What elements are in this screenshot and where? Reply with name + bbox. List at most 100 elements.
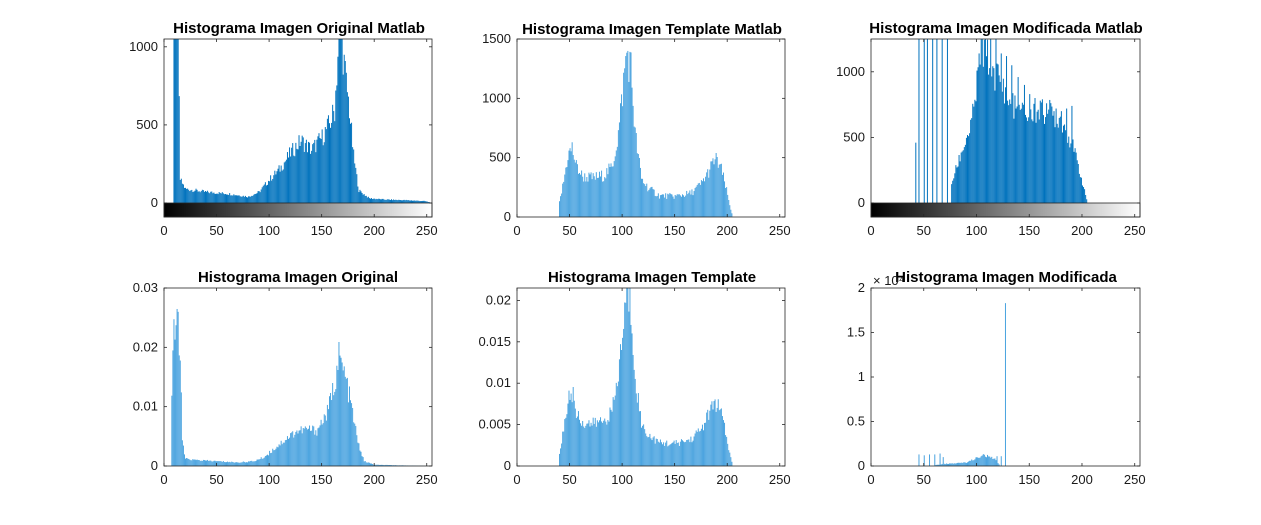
bar — [195, 460, 197, 466]
bar — [563, 431, 565, 466]
bar — [566, 166, 568, 217]
bar — [583, 181, 585, 217]
bar — [690, 436, 692, 466]
bar — [1025, 114, 1027, 203]
bar — [573, 400, 575, 466]
bar — [358, 443, 360, 466]
bar — [1062, 125, 1064, 203]
bar — [574, 408, 576, 466]
bar — [639, 411, 641, 466]
bar — [233, 194, 235, 203]
bar — [562, 431, 564, 466]
bar — [231, 195, 233, 203]
bar — [316, 435, 318, 466]
bar — [241, 462, 243, 466]
bar — [318, 427, 320, 466]
bar — [317, 428, 319, 466]
bar — [719, 164, 721, 217]
bar — [717, 399, 719, 466]
bar — [566, 414, 568, 466]
bar — [386, 464, 388, 466]
bar — [324, 415, 326, 466]
bar — [360, 451, 362, 466]
bar — [254, 193, 256, 203]
bar — [946, 463, 948, 466]
bar — [233, 462, 235, 466]
y-tick-label: 2 — [858, 280, 865, 295]
bar — [580, 423, 582, 466]
bar — [374, 198, 376, 203]
bar — [361, 192, 363, 203]
bar — [621, 94, 623, 217]
y-tick-label: 0.02 — [486, 292, 511, 307]
bar — [588, 420, 590, 466]
bar — [380, 199, 382, 203]
bar — [336, 85, 338, 203]
bar — [601, 421, 603, 466]
chart-title: Histograma Imagen Original Matlab — [173, 20, 425, 37]
bar — [940, 464, 942, 466]
bar — [227, 194, 229, 203]
bar — [209, 460, 211, 466]
bar — [707, 409, 709, 466]
bar — [416, 200, 418, 203]
bar — [384, 199, 386, 203]
x-tick-label: 0 — [513, 223, 520, 238]
bar — [691, 189, 693, 217]
bar — [684, 196, 686, 217]
bar — [381, 198, 383, 203]
bar — [216, 461, 218, 466]
bar — [638, 157, 640, 217]
bar — [1027, 121, 1029, 203]
bar — [648, 189, 650, 217]
y-exponent-label: × 10⁴ — [873, 273, 904, 288]
bar — [567, 403, 569, 466]
bar — [647, 191, 649, 217]
bar — [274, 450, 276, 466]
bar — [331, 400, 333, 466]
bar — [256, 193, 258, 203]
bar — [392, 200, 394, 203]
bar — [637, 154, 639, 217]
bar — [613, 161, 615, 217]
bar — [203, 191, 205, 203]
bar — [215, 193, 217, 203]
bar — [316, 139, 318, 203]
bar — [422, 200, 424, 203]
bar — [294, 156, 296, 203]
bar — [639, 167, 641, 217]
bar — [666, 198, 668, 217]
bar — [212, 461, 214, 466]
bar — [977, 457, 979, 466]
bar — [208, 192, 210, 203]
bar — [989, 456, 991, 466]
bar — [686, 440, 688, 466]
bar — [334, 391, 336, 466]
bar — [323, 414, 325, 466]
bar — [969, 460, 971, 466]
bar — [174, 339, 176, 466]
bar — [171, 395, 173, 466]
bar — [671, 194, 673, 217]
bar — [371, 463, 373, 466]
bar — [623, 72, 625, 218]
bar — [176, 308, 178, 466]
bar — [993, 458, 995, 466]
bar — [304, 426, 306, 466]
bar — [581, 170, 583, 217]
bar — [288, 438, 290, 466]
chart-title: Histograma Imagen Original — [198, 269, 398, 286]
bar — [990, 457, 992, 466]
bar — [987, 454, 989, 466]
bar — [615, 382, 617, 466]
bar — [353, 149, 355, 203]
bar — [234, 462, 236, 466]
bar — [230, 462, 232, 466]
bar — [638, 411, 640, 466]
bar — [280, 440, 282, 466]
bar — [698, 431, 700, 466]
bar — [335, 90, 337, 203]
bar — [181, 183, 183, 203]
bar — [1056, 123, 1058, 203]
bar — [946, 39, 948, 203]
